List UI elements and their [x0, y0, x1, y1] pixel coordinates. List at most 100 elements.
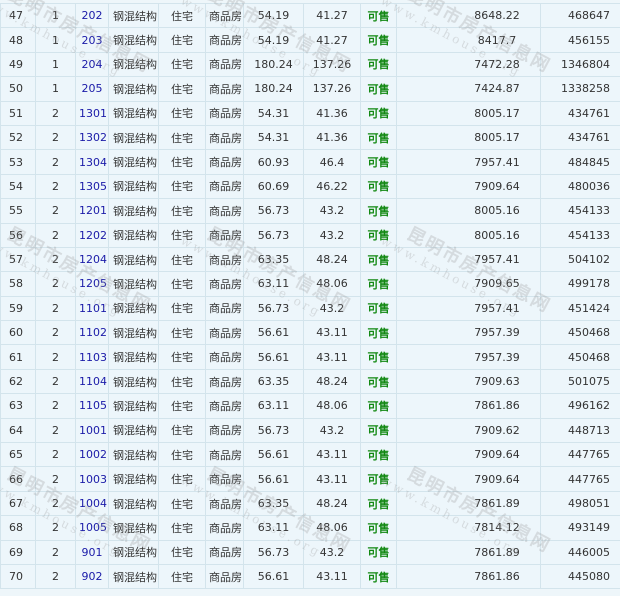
room-link[interactable]: 1204 [79, 253, 107, 267]
structure-cell: 钢混结构 [108, 320, 159, 346]
floor-area: 56.73 [257, 228, 290, 242]
total-price: 450468 [568, 326, 610, 340]
structure: 钢混结构 [113, 302, 157, 316]
floor-area: 63.11 [257, 521, 290, 535]
structure-cell: 钢混结构 [108, 149, 159, 175]
room-link[interactable]: 1101 [79, 301, 107, 315]
room-link[interactable]: 1104 [79, 375, 107, 389]
room-link[interactable]: 203 [81, 33, 103, 47]
floor-area-cell: 56.61 [243, 442, 304, 468]
room-link[interactable]: 1005 [79, 521, 107, 535]
floor-area-cell: 63.11 [243, 393, 304, 419]
room-link[interactable]: 1202 [79, 228, 107, 242]
inner-area: 46.22 [316, 179, 348, 193]
building-number-cell: 2 [35, 417, 76, 444]
room-link[interactable]: 1305 [79, 179, 107, 193]
structure-cell: 钢混结构 [108, 417, 159, 444]
table-row: 51 2 1301 钢混结构 住宅 商品房 54.31 41.36 可售 8005.17 43476… [0, 100, 620, 126]
row-number: 52 [9, 131, 23, 145]
room-link[interactable]: 1205 [79, 277, 107, 291]
structure-cell: 钢混结构 [108, 27, 159, 53]
total-price-cell: 498051 [540, 490, 620, 517]
structure: 钢混结构 [113, 253, 157, 267]
floor-area-cell: 56.73 [243, 222, 304, 248]
table-row: 67 2 1004 钢混结构 住宅 商品房 63.35 48.24 可售 7861.89 49805… [0, 490, 620, 517]
house-type-cell: 商品房 [205, 442, 244, 468]
building-number: 2 [52, 350, 59, 364]
room-link-cell: 1204 [75, 246, 109, 273]
usage-cell: 住宅 [158, 417, 206, 444]
building-number-cell: 2 [35, 490, 76, 517]
sale-status: 可售 [367, 351, 390, 365]
sale-status: 可售 [367, 253, 390, 267]
room-link[interactable]: 1301 [79, 106, 107, 120]
house-type: 商品房 [209, 424, 242, 438]
unit-price-cell: 7909.65 [396, 271, 541, 297]
house-type-cell: 商品房 [205, 515, 244, 541]
structure-cell: 钢混结构 [108, 2, 159, 29]
room-link[interactable]: 1201 [79, 204, 107, 218]
inner-area: 48.24 [316, 253, 348, 267]
floor-area: 60.69 [257, 179, 290, 193]
room-link[interactable]: 902 [81, 570, 103, 584]
room-link-cell: 1103 [75, 344, 109, 370]
room-link[interactable]: 1304 [79, 155, 107, 169]
row-number-cell: 48 [0, 27, 36, 53]
sale-status: 可售 [367, 156, 390, 170]
sale-status-cell: 可售 [360, 515, 397, 541]
house-type: 商品房 [209, 131, 242, 145]
sale-status: 可售 [367, 497, 390, 511]
house-type: 商品房 [209, 180, 242, 194]
unit-price: 7909.64 [474, 448, 520, 462]
usage: 住宅 [171, 253, 193, 267]
room-link-cell: 1301 [75, 100, 109, 126]
structure-cell: 钢混结构 [108, 76, 159, 102]
floor-area: 180.24 [254, 57, 293, 71]
sale-status-cell: 可售 [360, 271, 397, 297]
room-link[interactable]: 1002 [79, 448, 107, 462]
room-link[interactable]: 1102 [79, 326, 107, 340]
unit-price-cell: 7909.64 [396, 466, 541, 492]
inner-area-cell: 43.11 [303, 563, 361, 590]
floor-area: 56.73 [257, 204, 290, 218]
room-link[interactable]: 202 [81, 9, 103, 23]
room-link-cell: 1001 [75, 417, 109, 444]
room-link-cell: 1005 [75, 515, 109, 541]
unit-price: 7909.63 [474, 375, 520, 389]
total-price: 1338258 [561, 82, 610, 96]
row-number: 54 [9, 179, 23, 193]
room-link[interactable]: 1302 [79, 131, 107, 145]
table-row: 58 2 1205 钢混结构 住宅 商品房 63.11 48.06 可售 7909.65 49917… [0, 271, 620, 297]
room-link[interactable]: 204 [81, 57, 103, 71]
inner-area: 41.27 [316, 33, 348, 47]
unit-price-cell: 7909.63 [396, 368, 541, 395]
room-link[interactable]: 1103 [79, 350, 107, 364]
unit-price-cell: 8005.17 [396, 124, 541, 151]
room-link[interactable]: 205 [81, 82, 103, 96]
total-price: 434761 [568, 106, 610, 120]
structure: 钢混结构 [113, 424, 157, 438]
building-number: 2 [52, 521, 59, 535]
total-price: 456155 [568, 33, 610, 47]
unit-price-cell: 8648.22 [396, 2, 541, 29]
building-number: 1 [52, 82, 59, 96]
total-price: 1346804 [561, 57, 610, 71]
usage-cell: 住宅 [158, 198, 206, 224]
row-number: 64 [9, 423, 23, 437]
room-link[interactable]: 1004 [79, 497, 107, 510]
building-number: 1 [52, 57, 59, 71]
unit-price: 7861.89 [474, 545, 520, 559]
total-price: 480036 [568, 179, 610, 193]
structure-cell: 钢混结构 [108, 563, 159, 590]
table-row: 64 2 1001 钢混结构 住宅 商品房 56.73 43.2 可售 7909.62 448713 [0, 417, 620, 444]
floor-area-cell: 63.11 [243, 515, 304, 541]
row-number-cell: 56 [0, 222, 36, 248]
unit-price: 8005.16 [474, 204, 520, 218]
row-number-cell: 50 [0, 76, 36, 102]
room-link[interactable]: 1003 [79, 472, 107, 486]
room-link[interactable]: 1001 [79, 423, 107, 437]
room-link[interactable]: 901 [81, 545, 103, 559]
room-link[interactable]: 1105 [79, 399, 107, 413]
floor-area: 56.61 [257, 350, 290, 364]
total-price: 498051 [568, 497, 610, 510]
